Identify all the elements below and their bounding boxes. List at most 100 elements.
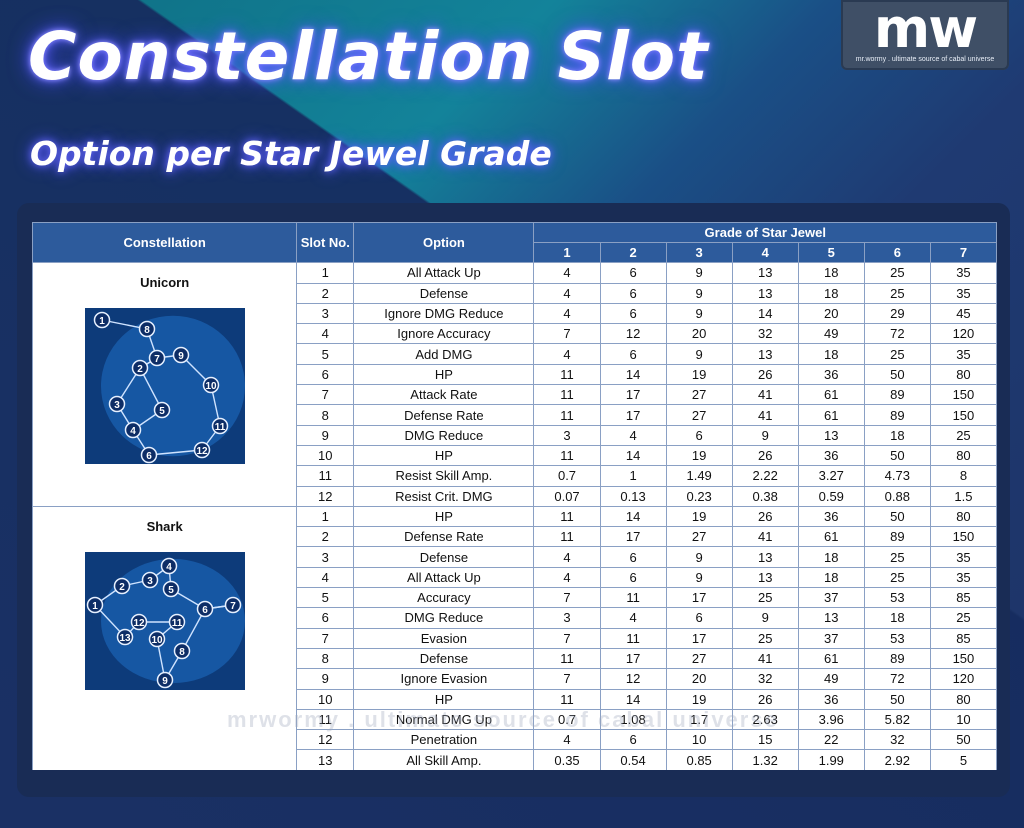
grade-7-value-cell: 35: [929, 343, 997, 365]
shark-node-10: [148, 630, 165, 648]
grade-7-value-cell: 150: [929, 404, 997, 426]
slot-number-cell: 12: [296, 729, 355, 751]
grade-4-value-cell: 9: [731, 424, 799, 446]
slot-number-cell: 10: [296, 444, 355, 467]
shark-node-label-12: 12: [133, 618, 145, 629]
slot-number-cell: 8: [296, 404, 355, 426]
header-grade-3: 3: [665, 242, 733, 264]
header-grade-6: 6: [863, 242, 931, 264]
header-grade-2: 2: [599, 242, 667, 264]
grade-1-value-cell: 11: [533, 444, 601, 467]
grade-4-value-cell: 26: [731, 505, 799, 528]
shark-node-5: [162, 580, 179, 598]
grade-6-value-cell: 89: [863, 404, 931, 426]
grade-4-value-cell: 32: [731, 668, 799, 690]
grade-4-value-cell: 41: [731, 384, 799, 406]
unicorn-node-8: [138, 321, 155, 338]
unicorn-node-label-2: 2: [137, 364, 143, 375]
table-row: Shark 1 2 3 4 5 6 7 8 9 10 11 12 13 1 HP 11 14 19 26 36 50 80: [32, 505, 997, 770]
shark-node-9: [156, 671, 173, 689]
table-row: 10 HP 11 14 19 26 36 50 80: [33, 444, 997, 467]
grade-3-value-cell: 27: [665, 526, 733, 548]
slot-number-cell: 2: [296, 526, 355, 548]
grade-6-value-cell: 32: [863, 729, 931, 751]
grade-4-value-cell: 26: [731, 688, 799, 710]
header-constellation: Constellation: [32, 222, 298, 264]
slot-number-cell: 9: [296, 424, 355, 446]
option-cell: HP: [353, 688, 535, 710]
shark-node-label-9: 9: [162, 676, 168, 687]
slot-number-cell: 8: [296, 647, 355, 670]
table-row: 13 All Skill Amp. 0.35 0.54 0.85 1.32 1.99 2.92…: [33, 749, 997, 770]
grade-2-value-cell: 11: [599, 627, 667, 649]
grade-6-value-cell: 18: [863, 607, 931, 629]
grade-3-value-cell: 0.23: [665, 485, 733, 507]
grade-6-value-cell: 53: [863, 627, 931, 649]
header-grade-7: 7: [929, 242, 997, 264]
table-row: 6 HP 11 14 19 26 36 50 80: [33, 363, 997, 386]
unicorn-node-label-4: 4: [130, 426, 136, 437]
grade-5-value-cell: 61: [797, 384, 865, 406]
shark-node-label-5: 5: [168, 585, 174, 596]
unicorn-node-7: [148, 350, 165, 367]
grade-2-value-cell: 17: [599, 384, 667, 406]
header-grade: Grade of Star Jewel: [533, 222, 997, 244]
grade-4-value-cell: 41: [731, 647, 799, 670]
unicorn-node-label-5: 5: [159, 406, 165, 417]
grade-3-value-cell: 17: [665, 627, 733, 649]
grade-1-value-cell: 11: [533, 404, 601, 426]
grade-2-value-cell: 14: [599, 363, 667, 386]
grade-1-value-cell: 3: [533, 607, 601, 629]
option-cell: DMG Reduce: [353, 424, 535, 446]
grade-7-value-cell: 80: [929, 363, 997, 386]
grade-6-value-cell: 50: [863, 363, 931, 386]
option-cell: Defense Rate: [353, 404, 535, 426]
grade-2-value-cell: 14: [599, 444, 667, 467]
grade-3-value-cell: 0.85: [665, 749, 733, 770]
grade-7-value-cell: 150: [929, 647, 997, 670]
option-cell: Defense: [353, 546, 535, 568]
grade-1-value-cell: 0.07: [533, 485, 601, 507]
constellation-cell: Unicorn 1 2 3 4 5 6 7 8 9 10 11 12: [32, 262, 298, 507]
grade-3-value-cell: 9: [665, 282, 733, 304]
grade-2-value-cell: 0.13: [599, 485, 667, 507]
grade-7-value-cell: 8: [929, 465, 997, 487]
table-container: Constellation Slot No. Option Grade of S…: [32, 222, 997, 770]
slot-number-cell: 6: [296, 363, 355, 386]
unicorn-node-label-7: 7: [154, 354, 160, 365]
grade-7-value-cell: 120: [929, 323, 997, 345]
option-cell: All Attack Up: [353, 566, 535, 589]
shark-node-label-6: 6: [202, 605, 208, 616]
grade-3-value-cell: 9: [665, 566, 733, 589]
grade-2-value-cell: 17: [599, 404, 667, 426]
option-cell: Defense: [353, 647, 535, 670]
grade-6-value-cell: 4.73: [863, 465, 931, 487]
option-cell: Defense Rate: [353, 526, 535, 548]
slot-number-cell: 3: [296, 302, 355, 325]
shark-node-label-3: 3: [147, 576, 153, 587]
grade-7-value-cell: 120: [929, 668, 997, 690]
slot-number-cell: 1: [296, 505, 355, 528]
grade-4-value-cell: 0.38: [731, 485, 799, 507]
shark-node-label-10: 10: [151, 635, 163, 646]
grade-3-value-cell: 6: [665, 424, 733, 446]
table-row: 3 Defense 4 6 9 13 18 25 35: [33, 546, 997, 568]
option-cell: HP: [353, 444, 535, 467]
grade-6-value-cell: 53: [863, 587, 931, 609]
option-cell: Defense: [353, 282, 535, 304]
grade-7-value-cell: 80: [929, 505, 997, 528]
slot-number-cell: 6: [296, 607, 355, 629]
table-row: 5 Accuracy 7 11 17 25 37 53 85: [33, 587, 997, 609]
grade-4-value-cell: 13: [731, 566, 799, 589]
grade-5-value-cell: 3.96: [797, 708, 865, 731]
unicorn-node-label-3: 3: [114, 400, 120, 411]
grade-6-value-cell: 25: [863, 343, 931, 365]
grade-2-value-cell: 1: [599, 465, 667, 487]
grade-4-value-cell: 13: [731, 262, 799, 284]
grade-7-value-cell: 10: [929, 708, 997, 731]
slot-number-cell: 7: [296, 627, 355, 649]
grade-7-value-cell: 5: [929, 749, 997, 770]
grade-5-value-cell: 36: [797, 505, 865, 528]
